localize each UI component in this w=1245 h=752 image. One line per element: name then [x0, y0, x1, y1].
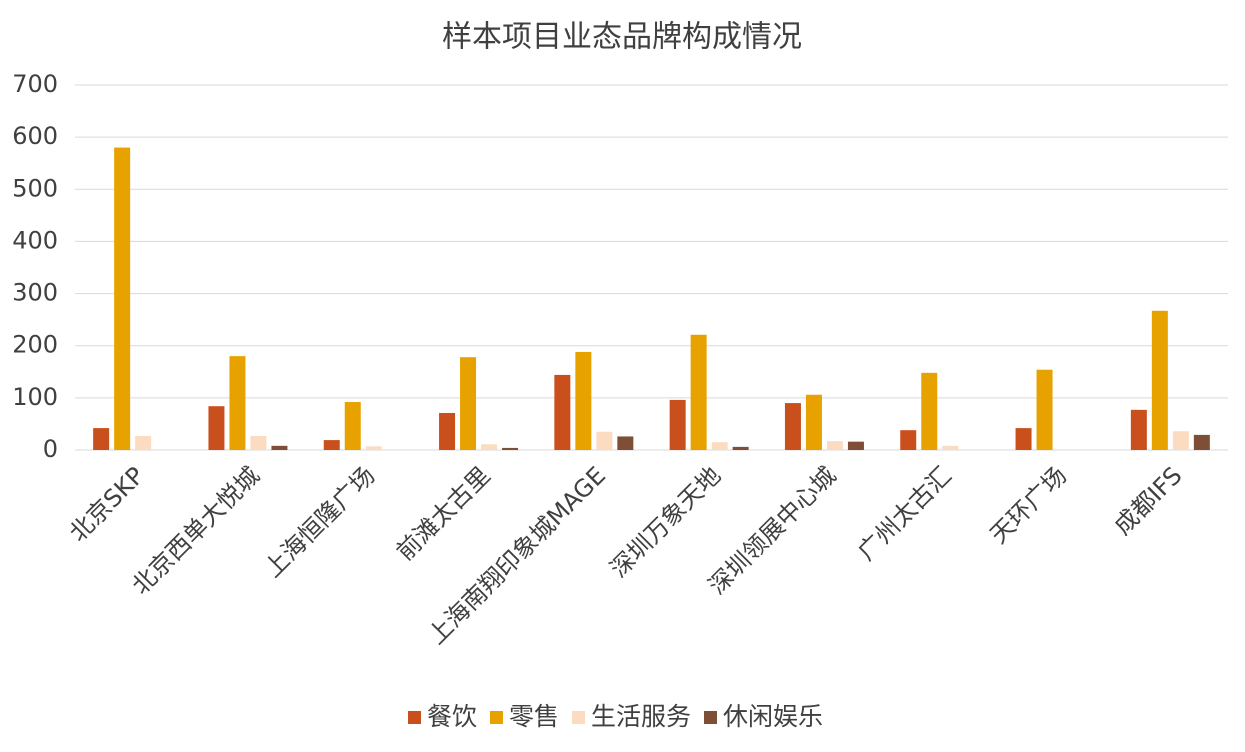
- bar: [596, 431, 613, 450]
- bar: [617, 436, 634, 450]
- bar: [711, 442, 728, 450]
- bar: [1151, 310, 1168, 450]
- bar: [575, 351, 592, 450]
- legend-swatch: [572, 711, 585, 724]
- bar: [1015, 428, 1032, 450]
- bar: [554, 374, 571, 450]
- bar: [942, 445, 959, 450]
- bar: [460, 357, 477, 450]
- bar: [365, 446, 382, 450]
- bar: [847, 441, 864, 450]
- bar: [732, 446, 749, 450]
- x-tick-label: 天环广场: [985, 461, 1073, 549]
- x-tick-label: 广州太古汇: [852, 461, 957, 566]
- bar: [114, 147, 131, 451]
- bar: [1130, 409, 1147, 450]
- legend-swatch: [490, 711, 503, 724]
- bar: [502, 447, 519, 450]
- x-tick-label: 成都IFS: [1109, 461, 1188, 540]
- legend-label: 生活服务: [591, 702, 691, 731]
- x-tick-label: 深圳万象天地: [605, 461, 727, 583]
- bar: [805, 394, 822, 450]
- bar: [93, 428, 110, 450]
- bar: [1036, 369, 1053, 450]
- y-tick-label: 200: [12, 331, 58, 359]
- x-tick-label: 上海恒隆广场: [259, 461, 381, 583]
- legend-swatch: [704, 711, 717, 724]
- bar: [900, 430, 917, 450]
- bar: [208, 406, 225, 450]
- bar: [344, 402, 361, 450]
- legend-label: 休闲娱乐: [723, 702, 823, 731]
- bar: [323, 440, 340, 450]
- legend-label: 零售: [509, 702, 559, 731]
- bar: [481, 444, 498, 450]
- y-tick-label: 100: [12, 383, 58, 411]
- legend-label: 餐饮: [427, 702, 477, 731]
- y-tick-label: 600: [12, 122, 58, 150]
- y-tick-label: 0: [43, 435, 58, 463]
- bar: [135, 435, 152, 450]
- bar: [921, 372, 938, 450]
- x-tick-label: 北京SKP: [64, 461, 150, 547]
- y-tick-label: 500: [12, 174, 58, 202]
- bar: [690, 334, 707, 450]
- y-tick-label: 700: [12, 70, 58, 98]
- y-tick-label: 300: [12, 279, 58, 307]
- legend-swatch: [408, 711, 421, 724]
- bar: [1193, 434, 1210, 450]
- bar: [1172, 431, 1189, 450]
- bar: [439, 412, 456, 450]
- y-tick-label: 400: [12, 226, 58, 254]
- bar: [784, 403, 801, 450]
- chart-title: 样本项目业态品牌构成情况: [442, 20, 802, 55]
- bar: [669, 399, 686, 450]
- bar: [229, 356, 246, 450]
- bar: [826, 441, 843, 450]
- bar: [250, 435, 267, 450]
- bar: [271, 445, 288, 450]
- x-tick-label: 前滩太古里: [391, 461, 496, 566]
